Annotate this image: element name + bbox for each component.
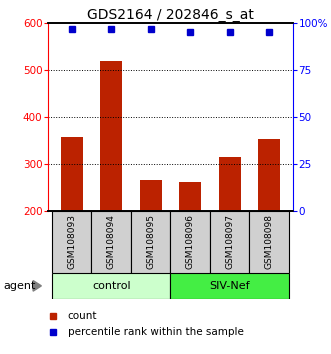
Bar: [179, 182, 201, 211]
Text: SIV-Nef: SIV-Nef: [210, 281, 250, 291]
Text: GSM108094: GSM108094: [107, 214, 116, 269]
Bar: [219, 157, 241, 211]
Bar: [250, 211, 289, 273]
Title: GDS2164 / 202846_s_at: GDS2164 / 202846_s_at: [87, 8, 254, 22]
Text: control: control: [92, 281, 130, 291]
Bar: [170, 273, 289, 299]
Bar: [61, 137, 82, 211]
Polygon shape: [33, 280, 41, 291]
Text: count: count: [68, 311, 97, 321]
Bar: [91, 211, 131, 273]
Bar: [52, 211, 91, 273]
Text: percentile rank within the sample: percentile rank within the sample: [68, 327, 244, 337]
Text: GSM108098: GSM108098: [265, 214, 274, 269]
Bar: [140, 180, 162, 211]
Bar: [170, 211, 210, 273]
Text: GSM108097: GSM108097: [225, 214, 234, 269]
Bar: [210, 211, 250, 273]
Bar: [52, 273, 170, 299]
Text: GSM108093: GSM108093: [67, 214, 76, 269]
Text: GSM108096: GSM108096: [186, 214, 195, 269]
Bar: [100, 61, 122, 211]
Bar: [259, 139, 280, 211]
Bar: [131, 211, 170, 273]
Text: GSM108095: GSM108095: [146, 214, 155, 269]
Text: agent: agent: [3, 281, 36, 291]
